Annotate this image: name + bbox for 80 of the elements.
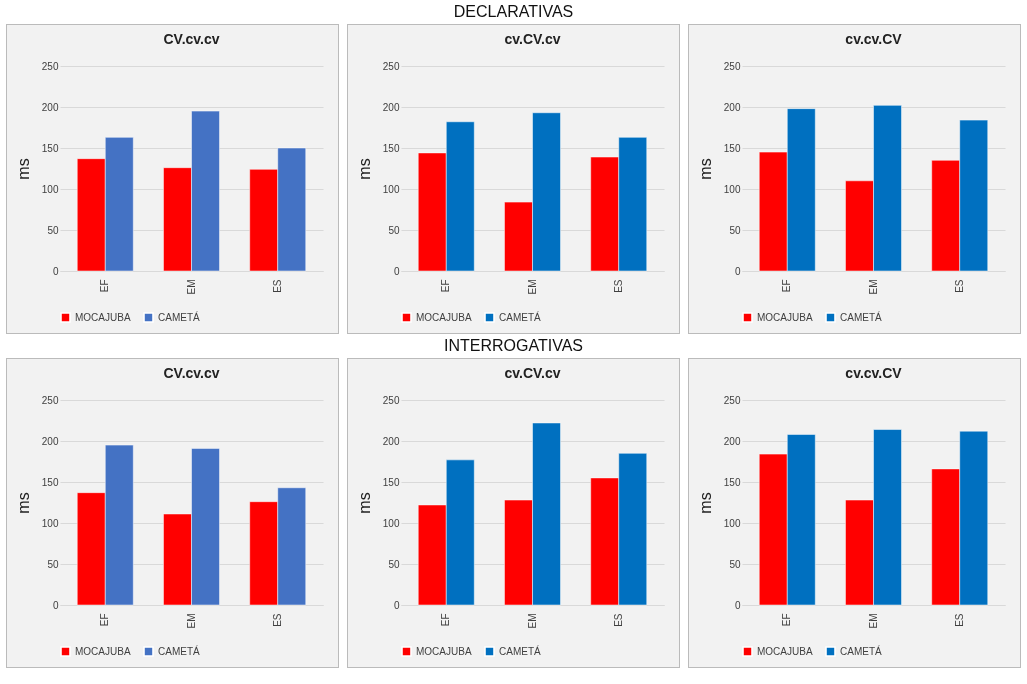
legend-label: CAMETÁ xyxy=(158,644,200,657)
y-tick-label: 150 xyxy=(382,142,400,154)
y-tick-label: 0 xyxy=(734,599,741,611)
y-axis-title: ms xyxy=(696,492,714,514)
y-tick-label: 50 xyxy=(47,558,59,570)
text: DECLARATIVAS xyxy=(452,2,575,22)
x-tick-label: ES xyxy=(953,613,965,627)
y-tick-label: 150 xyxy=(723,142,741,154)
y-tick-label: 200 xyxy=(723,101,741,113)
y-axis-title: ms xyxy=(355,492,373,514)
y-tick-label: 50 xyxy=(729,558,741,570)
chart-title: CV.cv.cv xyxy=(163,31,220,47)
x-tick-label: ES xyxy=(271,279,283,293)
y-tick-label: 50 xyxy=(388,224,400,236)
y-tick-label: 150 xyxy=(382,476,400,488)
y-tick-label: 200 xyxy=(41,435,59,447)
x-tick-label: EF xyxy=(781,613,793,627)
y-tick-label: 0 xyxy=(393,599,400,611)
y-tick-label: 0 xyxy=(393,265,400,277)
y-tick-label: 50 xyxy=(729,224,741,236)
chart-title: cv.cv.CV xyxy=(845,365,903,381)
y-tick-label: 100 xyxy=(41,183,59,195)
legend-label: CAMETÁ xyxy=(158,310,200,323)
y-tick-label: 100 xyxy=(382,183,400,195)
x-tick-label: EM xyxy=(867,613,879,629)
y-tick-label: 250 xyxy=(41,60,59,72)
chart-title: cv.CV.cv xyxy=(504,365,561,381)
legend-label: MOCAJUBA xyxy=(75,645,131,657)
y-tick-label: 250 xyxy=(723,60,741,72)
y-tick-label: 250 xyxy=(382,60,400,72)
x-tick-label: EF xyxy=(781,279,793,293)
y-tick-label: 100 xyxy=(723,183,741,195)
x-tick-label: EM xyxy=(185,613,197,629)
y-tick-label: 250 xyxy=(41,394,59,406)
y-tick-label: 0 xyxy=(734,265,741,277)
y-tick-label: 100 xyxy=(723,517,741,529)
y-axis-title: ms xyxy=(14,492,32,514)
x-tick-label: EM xyxy=(185,279,197,295)
y-tick-label: 50 xyxy=(47,224,59,236)
x-tick-label: ES xyxy=(612,279,624,293)
y-tick-label: 150 xyxy=(41,142,59,154)
y-tick-label: 200 xyxy=(382,435,400,447)
y-tick-label: 100 xyxy=(41,517,59,529)
y-tick-label: 50 xyxy=(388,558,400,570)
legend-label: CAMETÁ xyxy=(499,310,541,323)
x-tick-label: ES xyxy=(953,279,965,293)
legend-label: CAMETÁ xyxy=(840,644,882,657)
x-tick-label: ES xyxy=(271,613,283,627)
chart-title: CV.cv.cv xyxy=(163,365,220,381)
x-tick-label: EF xyxy=(99,279,111,293)
y-tick-label: 200 xyxy=(41,101,59,113)
y-tick-label: 250 xyxy=(723,394,741,406)
legend-label: MOCAJUBA xyxy=(416,311,472,323)
x-tick-label: EF xyxy=(440,279,452,293)
y-tick-label: 150 xyxy=(41,476,59,488)
text: INTERROGATIVAS xyxy=(443,336,584,356)
x-tick-label: ES xyxy=(612,613,624,627)
y-tick-label: 100 xyxy=(382,517,400,529)
legend-label: MOCAJUBA xyxy=(75,311,131,323)
legend-label: MOCAJUBA xyxy=(757,311,813,323)
y-tick-label: 150 xyxy=(723,476,741,488)
y-tick-label: 0 xyxy=(52,265,59,277)
y-axis-title: ms xyxy=(355,158,373,180)
y-axis-title: ms xyxy=(14,158,32,180)
y-tick-label: 200 xyxy=(723,435,741,447)
legend-label: CAMETÁ xyxy=(499,644,541,657)
y-tick-label: 250 xyxy=(382,394,400,406)
x-tick-label: EM xyxy=(867,279,879,295)
x-tick-label: EM xyxy=(526,279,538,295)
legend-label: MOCAJUBA xyxy=(416,645,472,657)
x-tick-label: EM xyxy=(526,613,538,629)
chart-title: cv.cv.CV xyxy=(845,31,903,47)
legend-label: CAMETÁ xyxy=(840,310,882,323)
x-tick-label: EF xyxy=(99,613,111,627)
legend-label: MOCAJUBA xyxy=(757,645,813,657)
y-tick-label: 200 xyxy=(382,101,400,113)
chart-title: cv.CV.cv xyxy=(504,31,561,47)
y-tick-label: 0 xyxy=(52,599,59,611)
y-axis-title: ms xyxy=(696,158,714,180)
x-tick-label: EF xyxy=(440,613,452,627)
